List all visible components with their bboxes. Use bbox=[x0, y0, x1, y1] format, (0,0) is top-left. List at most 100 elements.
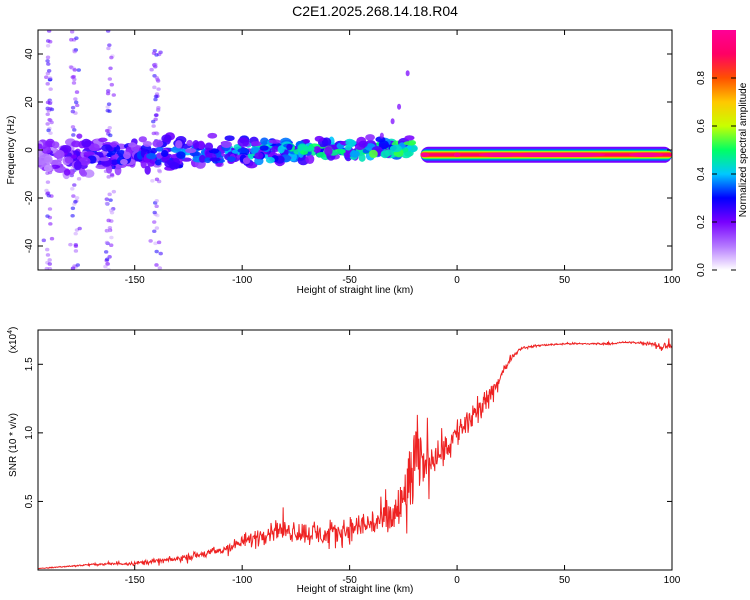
heatmap-speckle bbox=[109, 235, 114, 240]
heatmap-speckle bbox=[45, 112, 50, 117]
heatmap-speckle bbox=[106, 129, 111, 133]
heatmap-speckle bbox=[77, 226, 82, 231]
heatmap-blob bbox=[265, 156, 275, 164]
heatmap-blob bbox=[152, 139, 164, 148]
heatmap-blob bbox=[349, 150, 361, 158]
spectrogram-x-label: Height of straight line (km) bbox=[297, 285, 414, 296]
heatmap-blob bbox=[369, 149, 378, 159]
heatmap-blob bbox=[71, 140, 81, 148]
heatmap-speckle bbox=[106, 218, 111, 223]
heatmap-speckle bbox=[45, 82, 50, 86]
heatmap-speckle bbox=[106, 228, 112, 233]
heatmap-speckle bbox=[103, 264, 108, 269]
snr-x-tick-label: 50 bbox=[559, 575, 571, 586]
heatmap-speckle bbox=[46, 128, 51, 133]
heatmap-speckle bbox=[72, 49, 77, 54]
heatmap-blob bbox=[109, 142, 118, 148]
snr-x-tick-label: -50 bbox=[342, 575, 357, 586]
spectrogram-y-tick-label: -20 bbox=[24, 190, 35, 205]
heatmap-blob bbox=[51, 141, 60, 149]
heatmap-blob bbox=[344, 145, 352, 151]
heatmap-speckle bbox=[151, 51, 157, 56]
heatmap-blob bbox=[324, 146, 333, 156]
heatmap-speckle bbox=[105, 30, 111, 33]
heatmap-blob bbox=[105, 165, 113, 174]
heatmap-blob bbox=[38, 156, 46, 166]
heatmap-speckle bbox=[107, 125, 112, 130]
heatmap-blob bbox=[380, 150, 390, 159]
heatmap-marks bbox=[38, 30, 672, 270]
heatmap-speckle bbox=[154, 204, 159, 209]
heatmap-speckle bbox=[106, 102, 112, 106]
heatmap-blob bbox=[169, 162, 180, 170]
heatmap-speckle bbox=[153, 94, 159, 99]
heatmap-speckle bbox=[69, 30, 75, 34]
heatmap-blob bbox=[83, 151, 96, 156]
heatmap-blob bbox=[254, 152, 264, 160]
heatmap-speckle bbox=[47, 207, 53, 211]
heatmap-speckle bbox=[107, 109, 112, 113]
heatmap-blob bbox=[44, 155, 53, 164]
heatmap-speckle bbox=[153, 97, 158, 102]
heatmap-blob bbox=[209, 157, 221, 162]
heatmap-speckle bbox=[48, 87, 53, 91]
heatmap-blob bbox=[161, 134, 172, 143]
heatmap-speckle bbox=[152, 85, 157, 90]
heatmap-speckle bbox=[45, 55, 51, 60]
heatmap-blob bbox=[138, 136, 147, 143]
snr-series-line bbox=[38, 338, 672, 570]
heatmap-speckle bbox=[70, 266, 76, 270]
heatmap-speckle bbox=[45, 59, 50, 63]
heatmap-speckle bbox=[41, 238, 47, 243]
heatmap-speckle bbox=[70, 187, 75, 191]
heatmap-blob bbox=[277, 145, 285, 154]
heatmap-blob bbox=[207, 132, 218, 139]
heatmap-speckle bbox=[104, 201, 110, 206]
heatmap-speckle bbox=[49, 107, 55, 112]
heatmap-blob bbox=[114, 165, 122, 176]
heatmap-speckle bbox=[154, 226, 160, 230]
spectrogram-panel: -150 -100 -50 0 50 100 -40 -20 0 20 40 Height of … bbox=[6, 29, 681, 296]
heatmap-speckle bbox=[151, 131, 156, 136]
heatmap-speckle bbox=[107, 77, 113, 81]
heatmap-blob bbox=[64, 156, 74, 164]
heatmap-speckle bbox=[105, 105, 110, 109]
heatmap-blob bbox=[237, 137, 250, 147]
heatmap-speckle bbox=[108, 198, 113, 202]
heatmap-speckle bbox=[154, 131, 160, 136]
heatmap-speckle bbox=[70, 206, 76, 211]
heatmap-blob bbox=[55, 149, 65, 159]
heatmap-speckle bbox=[109, 243, 114, 248]
heatmap-speckle bbox=[45, 180, 51, 184]
heatmap-blob bbox=[204, 142, 214, 151]
stable-line-peak bbox=[453, 152, 461, 157]
heatmap-speckle bbox=[68, 242, 73, 247]
heatmap-speckle bbox=[156, 240, 162, 245]
heatmap-blob bbox=[101, 144, 113, 152]
heatmap-blob bbox=[98, 137, 108, 143]
snr-panel: -150 -100 -50 0 50 100 0.5 1.0 1.5 Height of st… bbox=[7, 327, 681, 595]
heatmap-speckle bbox=[151, 119, 156, 124]
heatmap-speckle bbox=[107, 43, 112, 47]
spectrogram-x-tick-label: -100 bbox=[232, 275, 252, 286]
heatmap-blob bbox=[142, 140, 152, 147]
heatmap-speckle bbox=[73, 97, 78, 101]
snr-x-tick-label: -150 bbox=[125, 575, 145, 586]
heatmap-speckle bbox=[46, 69, 52, 73]
heatmap-speckle bbox=[45, 253, 51, 257]
heatmap-speckle bbox=[111, 93, 116, 97]
heatmap-blob bbox=[227, 156, 236, 163]
heatmap-blob bbox=[365, 134, 375, 141]
spectrogram-y-tick-label: -40 bbox=[24, 238, 35, 253]
heatmap-speckle bbox=[76, 177, 82, 181]
spectrogram-x-tick-label: 50 bbox=[559, 275, 571, 286]
heatmap-blob bbox=[237, 147, 249, 154]
spectrogram-y-label: Frequency (Hz) bbox=[6, 116, 17, 185]
heatmap-blob bbox=[204, 157, 212, 164]
heatmap-speckle bbox=[70, 109, 75, 114]
heatmap-speckle bbox=[104, 197, 109, 201]
heatmap-speckle bbox=[72, 77, 77, 82]
heatmap-blob bbox=[88, 143, 100, 152]
heatmap-speckle bbox=[71, 74, 77, 79]
heatmap-blob bbox=[146, 152, 157, 160]
